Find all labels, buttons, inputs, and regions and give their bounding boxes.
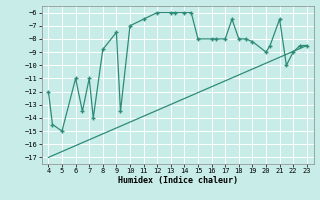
X-axis label: Humidex (Indice chaleur): Humidex (Indice chaleur)	[118, 176, 237, 185]
